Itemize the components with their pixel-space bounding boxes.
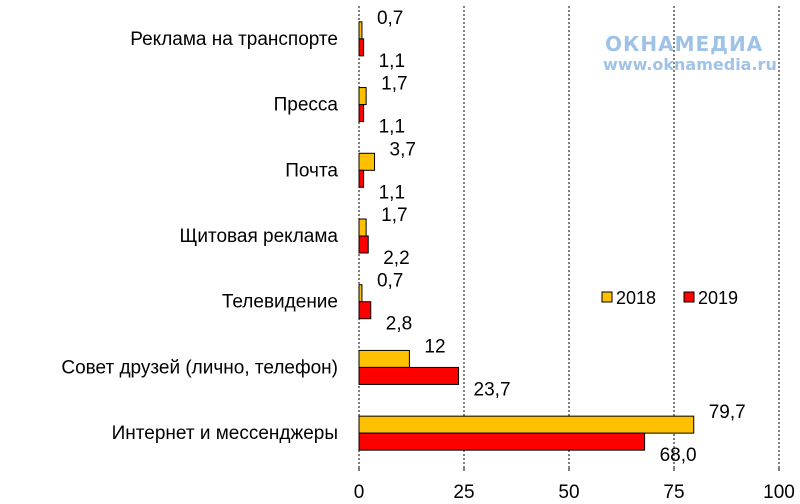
watermark: ОКНАМЕДИА www.oknamedia.ru (603, 32, 777, 74)
bar-2019 (358, 366, 460, 385)
x-tick-label: 25 (453, 482, 474, 503)
bar-2018 (358, 284, 363, 303)
category-label: Пресса (274, 95, 339, 116)
legend-label-2019: 2019 (698, 288, 738, 308)
bar-2019 (358, 432, 646, 451)
value-label-2019: 68,0 (660, 445, 697, 466)
value-label-2018: 1,7 (381, 205, 407, 226)
x-tick-label: 0 (354, 482, 365, 503)
value-label-2019: 2,2 (383, 248, 409, 269)
value-labels: 0,71,11,71,13,71,11,72,20,72,81223,779,7… (377, 8, 746, 466)
value-label-2019: 1,1 (379, 182, 405, 203)
value-label-2018: 0,7 (377, 271, 403, 292)
grid-lines (358, 6, 780, 466)
category-labels: Реклама на транспорте Пресса Почта Щитовая … (61, 29, 338, 444)
bar-2018 (358, 21, 363, 40)
category-label: Телевидение (222, 292, 338, 313)
bar-2019 (358, 169, 365, 188)
value-label-2018: 0,7 (377, 8, 403, 29)
x-axis-ticks: 0 25 50 75 100 (354, 466, 795, 503)
value-label-2019: 2,8 (386, 314, 412, 335)
bar-2018 (358, 152, 376, 171)
watermark-url: www.oknamedia.ru (603, 55, 777, 74)
bar-2018 (358, 87, 367, 106)
x-tick-label: 50 (558, 482, 579, 503)
watermark-logo: ОКНАМЕДИА (605, 32, 763, 56)
bar-2018 (358, 349, 410, 368)
legend-swatch-2019 (683, 291, 695, 303)
legend: 2018 2019 (601, 288, 738, 308)
bars (358, 21, 695, 451)
value-label-2018: 12 (424, 336, 445, 357)
bar-2019 (358, 38, 365, 57)
value-label-2019: 1,1 (379, 51, 405, 72)
legend-label-2018: 2018 (616, 288, 656, 308)
bar-2019 (358, 104, 365, 123)
value-label-2018: 79,7 (709, 402, 746, 423)
category-label: Почта (285, 160, 338, 181)
bar-2019 (358, 301, 372, 320)
value-label-2018: 1,7 (381, 74, 407, 95)
value-label-2019: 1,1 (379, 117, 405, 138)
bar-2018 (358, 218, 367, 237)
category-label: Щитовая реклама (180, 226, 339, 247)
value-label-2018: 3,7 (390, 139, 416, 160)
category-label: Реклама на транспорте (130, 29, 338, 50)
x-tick-label: 100 (763, 482, 795, 503)
value-label-2019: 23,7 (474, 379, 511, 400)
category-label: Интернет и мессенджеры (112, 423, 338, 444)
legend-swatch-2018 (601, 291, 613, 303)
x-tick-label: 75 (663, 482, 684, 503)
bar-2018 (358, 415, 695, 434)
category-label: Совет друзей (лично, телефон) (61, 357, 338, 378)
bar-2019 (358, 235, 369, 254)
